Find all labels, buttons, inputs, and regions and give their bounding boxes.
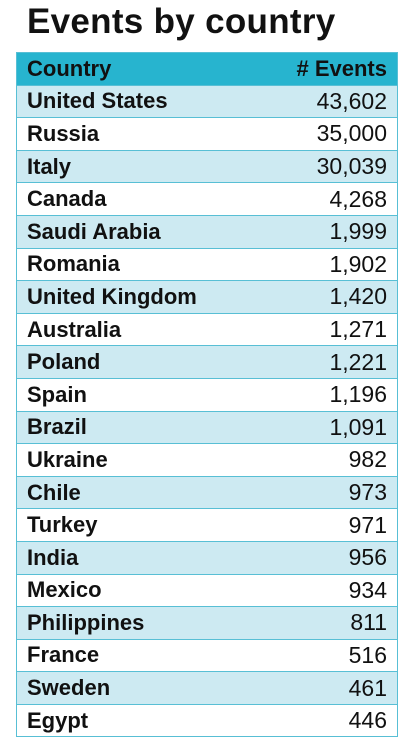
country-cell: Philippines [16, 606, 258, 640]
events-cell: 1,221 [257, 345, 398, 379]
table-row: Poland 1,221 [16, 345, 398, 379]
country-cell: France [16, 638, 258, 672]
country-cell: Egypt [16, 703, 258, 737]
table-row: Saudi Arabia 1,999 [16, 214, 398, 249]
table-row: France 516 [16, 638, 398, 672]
country-cell: United Kingdom [16, 280, 258, 314]
country-cell: Russia [16, 117, 258, 151]
table-row: Ukraine 982 [16, 443, 398, 477]
country-cell: Saudi Arabia [16, 214, 258, 249]
events-cell: 973 [257, 475, 398, 509]
country-cell: Turkey [16, 508, 258, 542]
events-cell: 1,091 [257, 410, 398, 444]
events-cell: 1,420 [257, 280, 398, 314]
events-cell: 4,268 [257, 182, 398, 216]
table-row: Chile 973 [16, 475, 398, 509]
table-row: Canada 4,268 [16, 182, 398, 216]
events-cell: 1,999 [257, 214, 398, 249]
header-row: Country # Events [16, 52, 398, 86]
country-cell: Poland [16, 345, 258, 379]
events-cell: 1,196 [257, 377, 398, 412]
events-cell: 461 [257, 671, 398, 705]
table-row: Italy 30,039 [16, 149, 398, 183]
table-row: Turkey 971 [16, 508, 398, 542]
country-cell: Mexico [16, 573, 258, 607]
table-header: Country # Events [16, 52, 398, 86]
table-row: Russia 35,000 [16, 117, 398, 151]
events-cell: 956 [257, 540, 398, 574]
country-cell: Sweden [16, 671, 258, 705]
header-cell: Country [16, 52, 258, 86]
country-cell: Spain [16, 377, 258, 412]
events-cell: 982 [257, 443, 398, 477]
table-row: Mexico 934 [16, 573, 398, 607]
country-cell: Ukraine [16, 443, 258, 477]
table-row: United Kingdom 1,420 [16, 280, 398, 314]
events-cell: 934 [257, 573, 398, 607]
events-cell: 30,039 [257, 149, 398, 183]
table-row: Philippines 811 [16, 606, 398, 640]
country-cell: Italy [16, 149, 258, 183]
events-cell: 43,602 [257, 84, 398, 118]
events-cell: 446 [257, 703, 398, 737]
country-cell: Australia [16, 312, 258, 346]
table-row: India 956 [16, 540, 398, 574]
country-cell: Chile [16, 475, 258, 509]
table-row: Australia 1,271 [16, 312, 398, 346]
events-cell: 971 [257, 508, 398, 542]
country-cell: Brazil [16, 410, 258, 444]
country-cell: Canada [16, 182, 258, 216]
table-row: Romania 1,902 [16, 247, 398, 281]
title: Events by country [27, 2, 336, 41]
table-row: Sweden 461 [16, 671, 398, 705]
table-row: United States 43,602 [16, 84, 398, 118]
country-cell: Romania [16, 247, 258, 281]
table-row: Egypt 446 [16, 703, 398, 737]
country-cell: United States [16, 84, 258, 118]
events-cell: 1,271 [257, 312, 398, 346]
table-body: United States 43,602 Russia 35,000 Italy 30,0… [16, 84, 398, 737]
table-row: Spain 1,196 [16, 377, 398, 412]
events-cell: 1,902 [257, 247, 398, 281]
events-cell: 516 [257, 638, 398, 672]
header-cell: # Events [257, 52, 398, 86]
table-row: Brazil 1,091 [16, 410, 398, 444]
country-cell: India [16, 540, 258, 574]
events-table: Country # Events United States 43,602 Russ… [16, 52, 398, 738]
events-cell: 811 [257, 606, 398, 640]
events-cell: 35,000 [257, 117, 398, 151]
